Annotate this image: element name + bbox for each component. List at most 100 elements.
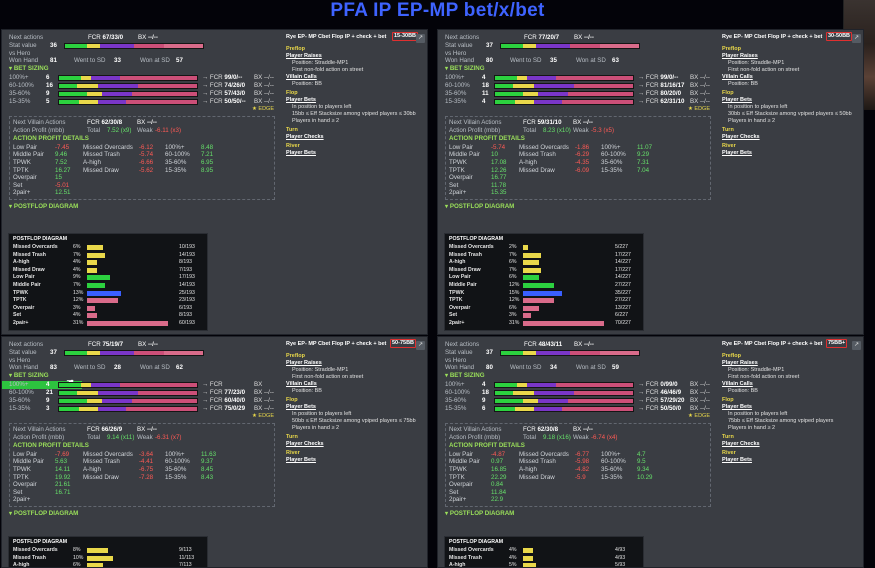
apd-header[interactable]: ACTION PROFIT DETAILS — [449, 134, 525, 142]
player-raises-link[interactable]: Player Raises — [286, 360, 322, 366]
diagram-bar — [87, 260, 98, 266]
share-icon[interactable]: ↗ — [416, 341, 425, 350]
apd-row: Low Pair -7.69 Missed Overcards -3.64 10… — [13, 450, 217, 458]
share-icon[interactable]: ↗ — [852, 341, 861, 350]
bet-sizing-header[interactable]: ▾ BET SIZING — [9, 372, 49, 380]
river-player-bets-link[interactable]: Player Bets — [286, 457, 316, 463]
postflop-header[interactable]: ▾ POSTFLOP DIAGRAM — [445, 509, 515, 517]
sizing-bar — [58, 91, 198, 98]
hud-panel-p2: Next actions FCR 77/20/7 BX --/-- Stat v… — [437, 29, 864, 335]
player-checks-link[interactable]: Player Checks — [286, 134, 324, 140]
player-checks-link[interactable]: Player Checks — [286, 441, 324, 447]
fcr-value: FCR 75/19/7 — [88, 341, 124, 348]
apd-row: TPTK 16.27 Missed Draw -5.62 15-35% 8.95 — [13, 166, 214, 174]
diagram-row: Missed Overcards 8% 9/113 — [13, 547, 192, 553]
apd-row: TPTK 22.29 Missed Draw -5.9 15-35% 10.29 — [449, 473, 653, 481]
villain-actions-box: Next Villain Actions FCR 59/31/10 BX --/… — [445, 116, 711, 200]
villain-actions-box: Next Villain Actions FCR 62/30/8 BX --/-… — [445, 423, 711, 507]
diagram-bar — [87, 563, 103, 567]
player-checks-link[interactable]: Player Checks — [722, 134, 760, 140]
bet-sizing-header[interactable]: ▾ BET SIZING — [445, 65, 485, 73]
player-raises-link[interactable]: Player Raises — [286, 53, 322, 59]
diagram-row: Missed Overcards 2% 5/227 — [449, 244, 628, 250]
bet-sizing-header[interactable]: ▾ BET SIZING — [9, 65, 49, 73]
sizing-row: 35-60% 11 → FCR 80/20/0 BX --/-- — [445, 90, 710, 98]
diagram-row: Set 3% 6/227 — [449, 312, 628, 319]
won-sd-value: 57 — [176, 57, 183, 65]
apd-row: Middle Pair 5.63 Missed Trash -4.41 60-1… — [13, 458, 214, 466]
player-raises-link[interactable]: Player Raises — [722, 53, 758, 59]
apd-row: TPWK 16.85 A-high -4.82 35-60% 9.34 — [449, 465, 650, 473]
sizing-row: 35-60% 9 → FCR 60/40/0 BX --/-- — [9, 397, 274, 405]
diagram-bar — [87, 298, 119, 304]
postflop-header[interactable]: ▾ POSTFLOP DIAGRAM — [9, 509, 79, 517]
apd-row: Low Pair -4.87 Missed Overcards -6.77 10… — [449, 450, 646, 458]
share-icon[interactable]: ↗ — [852, 34, 861, 43]
sizing-row: 35-60% 9 → FCR 57/29/20 BX --/-- — [445, 397, 710, 405]
diagram-bar — [523, 548, 534, 553]
diagram-row: Overpair 3% 6/193 — [13, 304, 192, 311]
diagram-bar — [523, 282, 555, 288]
label: Won at SD — [576, 57, 606, 65]
player-bets-link[interactable]: Player Bets — [722, 97, 752, 103]
diagram-row: Missed Trash 4% 4/93 — [449, 554, 626, 561]
river-player-bets-link[interactable]: Player Bets — [722, 150, 752, 156]
player-checks-link[interactable]: Player Checks — [722, 441, 760, 447]
selection-highlight — [2, 381, 82, 390]
apd-row: 2pair+ 15.35 — [449, 189, 507, 197]
stat-value: 37 — [486, 348, 493, 356]
diagram-bar — [523, 563, 536, 567]
diagram-bar — [523, 313, 531, 319]
villain-calls-link[interactable]: Villain Calls — [286, 381, 317, 387]
diagram-row: Set 4% 8/193 — [13, 312, 192, 319]
villain-calls-link[interactable]: Villain Calls — [286, 74, 317, 80]
edge-label: ★ EDGE — [687, 413, 710, 420]
player-raises-link[interactable]: Player Raises — [722, 360, 758, 366]
bet-sizing-header[interactable]: ▾ BET SIZING — [445, 372, 485, 380]
diagram-bar — [523, 290, 562, 296]
postflop-header[interactable]: ▾ POSTFLOP DIAGRAM — [9, 202, 79, 210]
villain-calls-link[interactable]: Villain Calls — [722, 381, 753, 387]
diagram-row: TPWK 15% 35/227 — [449, 289, 631, 296]
apd-header[interactable]: ACTION PROFIT DETAILS — [449, 441, 525, 449]
stat-bar — [500, 42, 640, 49]
diagram-row: Low Pair 9% 17/193 — [13, 274, 195, 281]
label: Won Hand — [9, 57, 39, 65]
apd-row: Set 16.71 — [13, 488, 71, 496]
bx-value: BX --/-- — [138, 34, 158, 41]
villain-actions-box: Next Villain Actions FCR 66/26/9 BX --/-… — [9, 423, 275, 507]
share-icon[interactable]: ↗ — [416, 34, 425, 43]
postflop-header[interactable]: ▾ POSTFLOP DIAGRAM — [445, 202, 515, 210]
weak-profit: -5.3 (x5) — [591, 126, 615, 134]
apd-row: Low Pair -5.74 Missed Overcards -1.86 10… — [449, 143, 653, 151]
villain-calls-link[interactable]: Villain Calls — [722, 74, 753, 80]
river-player-bets-link[interactable]: Player Bets — [722, 457, 752, 463]
apd-row: 2pair+ — [13, 496, 31, 504]
apd-header[interactable]: ACTION PROFIT DETAILS — [13, 441, 89, 449]
stat-value: 36 — [50, 41, 57, 49]
player-bets-link[interactable]: Player Bets — [286, 97, 316, 103]
label: Next actions — [445, 341, 480, 348]
diagram-row: Missed Trash 10% 11/113 — [13, 554, 195, 561]
diagram-row: Low Pair 6% 14/227 — [449, 274, 631, 281]
apd-header[interactable]: ACTION PROFIT DETAILS — [13, 134, 89, 142]
sizing-row: 35-60% 9 → FCR 57/43/0 BX --/-- — [9, 90, 274, 98]
diagram-bar — [523, 320, 604, 326]
sizing-bar — [494, 75, 634, 82]
apd-row: Set 11.84 — [449, 488, 507, 496]
sizing-row: 60-100% 21 → FCR 77/23/0 BX --/-- — [9, 389, 274, 397]
river-player-bets-link[interactable]: Player Bets — [286, 150, 316, 156]
label: Next actions — [9, 34, 44, 41]
apd-row: TPTK 12.26 Missed Draw -6.09 15-35% 7.04 — [449, 166, 650, 174]
label: vs Hero — [445, 356, 467, 364]
player-bets-link[interactable]: Player Bets — [286, 404, 316, 410]
sizing-row: 15-35% 4 → FCR 62/31/10 BX --/-- — [445, 98, 710, 106]
won-hand-value: 81 — [50, 57, 57, 65]
sizing-bar — [58, 382, 198, 389]
total-profit: 9.14 (x11) — [107, 433, 135, 441]
label: vs Hero — [9, 356, 31, 364]
postflop-diagram: POSTFLOP DIAGRAM Missed Overcards 2% 5/2… — [444, 233, 644, 331]
label: Went to SD — [510, 364, 542, 372]
stat-value: 37 — [50, 348, 57, 356]
player-bets-link[interactable]: Player Bets — [722, 404, 752, 410]
